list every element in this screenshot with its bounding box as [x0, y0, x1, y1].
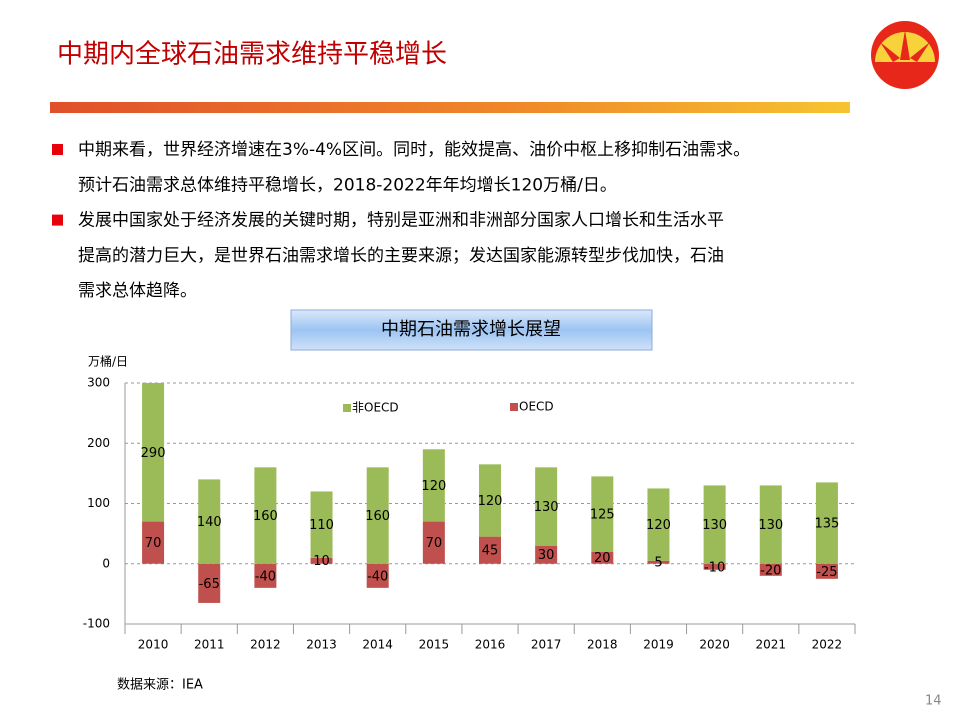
bullet-text: 需求总体趋降。 — [78, 281, 197, 301]
bar-segment — [647, 560, 670, 564]
legend-label: 非OECD — [352, 401, 399, 415]
bar-segment — [759, 563, 782, 576]
title-underline — [50, 102, 850, 113]
bullet-text: 中期来看，世界经济增速在3%-4%区间。同时，能效提高、油价中枢上移抑制石油需求… — [78, 140, 750, 160]
bar-segment — [142, 383, 165, 522]
data-label: 30 — [538, 548, 555, 563]
y-tick-label: -100 — [83, 617, 110, 631]
chart-title: 中期石油需求增长展望 — [381, 319, 561, 340]
page-number: 14 — [925, 694, 942, 709]
bar-segment — [198, 479, 221, 564]
bar-segment — [479, 464, 501, 537]
y-tick-label: 0 — [102, 556, 110, 570]
bullet-text: 提高的潜力巨大，是世界石油需求增长的主要来源；发达国家能源转型步伐加快，石油 — [78, 246, 724, 266]
bullet-text: 发展中国家处于经济发展的关键时期，特别是亚洲和非洲部分国家人口增长和生活水平 — [78, 211, 724, 231]
data-label: 140 — [197, 515, 222, 530]
bar-segment — [142, 521, 165, 564]
bar-segment — [366, 467, 389, 564]
data-label: 120 — [478, 494, 503, 509]
bar-segment — [422, 449, 445, 522]
bar-segment — [535, 467, 558, 546]
y-tick-label: 200 — [87, 436, 110, 450]
bar-segment — [703, 563, 726, 570]
data-label: 20 — [594, 551, 611, 566]
legend-swatch — [343, 404, 351, 412]
bar-segment — [591, 476, 614, 552]
bar-segment — [254, 563, 277, 588]
data-label: -10 — [704, 560, 725, 575]
data-label: 5 — [654, 556, 662, 571]
bullet-marker — [52, 214, 63, 226]
data-label: -20 — [760, 563, 781, 578]
data-label: 120 — [646, 518, 671, 533]
data-label: 290 — [141, 446, 166, 461]
x-tick-label: 2022 — [812, 638, 843, 652]
data-label: 110 — [309, 518, 334, 533]
bar-segment — [422, 521, 445, 564]
chart-title-box — [290, 309, 653, 351]
y-tick-label: 300 — [87, 376, 110, 390]
bar-segment — [254, 467, 277, 564]
bullet-list: 中期来看，世界经济增速在3%-4%区间。同时，能效提高、油价中枢上移抑制石油需求… — [52, 140, 750, 301]
data-label: 70 — [426, 536, 443, 551]
legend-label: OECD — [519, 400, 554, 414]
bar-segment — [647, 488, 670, 561]
bar-segment — [815, 563, 838, 579]
x-tick-label: 2010 — [138, 638, 169, 652]
logo — [871, 21, 939, 89]
y-axis-label: 万桶/日 — [88, 354, 128, 369]
data-label: 160 — [365, 509, 390, 524]
x-tick-label: 2016 — [475, 638, 506, 652]
data-label: -40 — [367, 569, 388, 584]
bullet-marker — [52, 144, 63, 155]
x-tick-label: 2013 — [306, 638, 337, 652]
data-label: -40 — [255, 569, 276, 584]
bar-segment — [198, 563, 221, 603]
value-labels: 70 290 -65 140 -40 160 10 110 -40 160 70 120 45 120 30… — [141, 446, 840, 592]
x-tick-label: 2021 — [755, 638, 786, 652]
x-tick-label: 2018 — [587, 638, 618, 652]
source-note: 数据来源：IEA — [117, 678, 203, 693]
data-label: 135 — [815, 517, 840, 532]
bar-segment — [815, 482, 838, 564]
data-label: -25 — [816, 565, 837, 580]
x-tick-label: 2017 — [531, 638, 562, 652]
data-label: -65 — [199, 577, 220, 592]
data-label: 45 — [482, 544, 499, 559]
x-tick-label: 2015 — [419, 638, 450, 652]
data-label: 10 — [313, 554, 330, 569]
bar-segment — [591, 551, 614, 564]
data-label: 125 — [590, 508, 615, 523]
x-tick-label: 2014 — [362, 638, 393, 652]
bar-segment — [479, 536, 501, 564]
bar-segment — [310, 557, 333, 564]
x-tick-label: 2020 — [699, 638, 730, 652]
x-tick-label: 2011 — [194, 638, 225, 652]
bars — [142, 383, 838, 603]
x-tick-label: 2019 — [643, 638, 674, 652]
data-label: 130 — [534, 500, 559, 515]
x-tick-label: 2012 — [250, 638, 281, 652]
data-label: 160 — [253, 509, 278, 524]
bar-segment — [366, 563, 389, 588]
data-label: 70 — [145, 536, 162, 551]
legend-swatch — [510, 403, 518, 411]
bar-segment — [535, 545, 558, 564]
bar-segment — [703, 485, 726, 564]
slide-title: 中期内全球石油需求维持平稳增长 — [57, 40, 447, 70]
y-tick-label: 100 — [87, 496, 110, 510]
plot: -100 0 100 200 300 70 290 -65 140 -40 160 10 110 -40 1… — [83, 376, 856, 652]
bar-segment — [310, 491, 333, 558]
data-label: 130 — [758, 518, 783, 533]
data-label: 130 — [702, 518, 727, 533]
bar-segment — [759, 485, 782, 564]
data-label: 120 — [421, 479, 446, 494]
bullet-text: 预计石油需求总体维持平稳增长，2018-2022年年均增长120万桶/日。 — [78, 175, 617, 195]
